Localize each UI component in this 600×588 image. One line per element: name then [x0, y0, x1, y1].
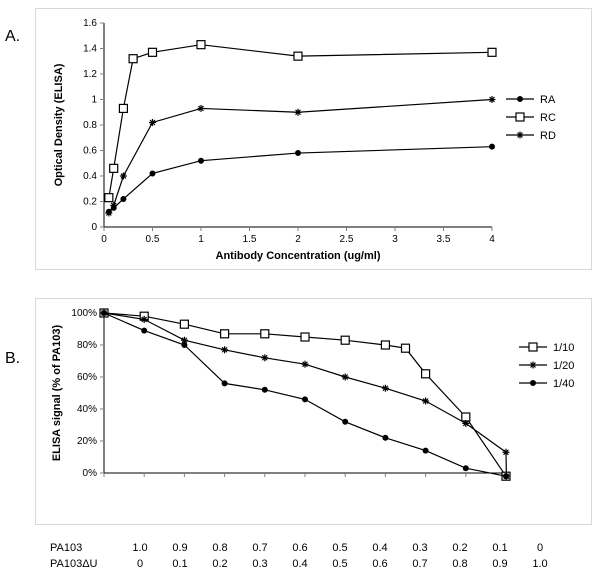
svg-text:RD: RD [540, 130, 556, 142]
svg-text:0: 0 [101, 234, 107, 245]
xrow-cell: 0.9 [480, 558, 520, 570]
svg-text:1/40: 1/40 [553, 378, 574, 390]
svg-text:2.5: 2.5 [340, 234, 354, 245]
chart-a: 0 0.2 0.4 0.6 0.8 1 1.2 1.4 1.6 0 0.5 1 1.5 2 2.5 3 3.5 4… [36, 9, 591, 269]
svg-text:0: 0 [91, 222, 97, 233]
xrow-cell: 0.2 [440, 542, 480, 554]
xrow-cell: 0.7 [240, 542, 280, 554]
xrow-chartb.row2_label: PA103ΔU00.10.20.30.40.50.60.70.80.91.0 [50, 558, 560, 570]
svg-text:1.6: 1.6 [83, 18, 97, 29]
svg-text:4: 4 [489, 234, 495, 245]
svg-text:Optical Density (ELISA): Optical Density (ELISA) [53, 63, 65, 186]
svg-text:3: 3 [392, 234, 398, 245]
chart-b: 0% 20% 40% 60% 80% 100% ELISA signal (% of PA1… [36, 299, 591, 524]
svg-text:0%: 0% [83, 468, 98, 479]
svg-text:1/10: 1/10 [553, 342, 574, 354]
svg-text:0.6: 0.6 [83, 146, 97, 157]
xrow-cell: 0.1 [480, 542, 520, 554]
svg-text:1: 1 [91, 95, 97, 106]
xrow-cell: 0.4 [360, 542, 400, 554]
svg-text:RC: RC [540, 112, 556, 124]
svg-text:1.4: 1.4 [83, 44, 97, 55]
svg-text:80%: 80% [77, 340, 97, 351]
xrow-chartb.row1_label: PA1031.00.90.80.70.60.50.40.30.20.10 [50, 542, 560, 554]
xrow-label: PA103 [50, 542, 120, 554]
xrow-cell: 1.0 [120, 542, 160, 554]
xrow-cell: 0.5 [320, 542, 360, 554]
xrow-cell: 0.3 [400, 542, 440, 554]
xrow-cell: 0.6 [280, 542, 320, 554]
svg-text:0.4: 0.4 [83, 171, 97, 182]
xrow-cell: 0.7 [400, 558, 440, 570]
xrow-cell: 0.4 [280, 558, 320, 570]
svg-text:ELISA signal (% of PA103): ELISA signal (% of PA103) [51, 325, 63, 462]
xrow-cell: 0.5 [320, 558, 360, 570]
xrow-cell: 0.8 [440, 558, 480, 570]
xrow-cell: 1.0 [520, 558, 560, 570]
svg-text:1: 1 [198, 234, 204, 245]
svg-text:0.8: 0.8 [83, 120, 97, 131]
svg-text:3.5: 3.5 [437, 234, 451, 245]
svg-text:2: 2 [295, 234, 301, 245]
page: A. 0 0.2 0.4 0.6 0.8 1 1.2 1.4 1.6 0 0.5 1 1.5 2 2.5 3 3… [0, 0, 600, 588]
svg-text:Antibody Concentration (ug/ml): Antibody Concentration (ug/ml) [216, 250, 381, 262]
xrow-label: PA103ΔU [50, 558, 120, 570]
svg-text:RA: RA [540, 94, 556, 106]
xrow-cell: 0 [120, 558, 160, 570]
svg-text:20%: 20% [77, 436, 97, 447]
chart-a-frame: 0 0.2 0.4 0.6 0.8 1 1.2 1.4 1.6 0 0.5 1 1.5 2 2.5 3 3.5 4… [35, 8, 592, 270]
xrow-cell: 0.1 [160, 558, 200, 570]
svg-text:100%: 100% [71, 308, 97, 319]
svg-text:1/20: 1/20 [553, 360, 574, 372]
xrow-cell: 0 [520, 542, 560, 554]
xrow-cell: 0.3 [240, 558, 280, 570]
svg-text:0.5: 0.5 [146, 234, 160, 245]
xrow-cell: 0.8 [200, 542, 240, 554]
chart-b-frame: 0% 20% 40% 60% 80% 100% ELISA signal (% of PA1… [35, 298, 592, 525]
svg-text:60%: 60% [77, 372, 97, 383]
panel-a-label: A. [5, 28, 20, 46]
xrow-cell: 0.2 [200, 558, 240, 570]
xrow-cell: 0.6 [360, 558, 400, 570]
svg-text:40%: 40% [77, 404, 97, 415]
xrow-cell: 0.9 [160, 542, 200, 554]
svg-text:1.5: 1.5 [243, 234, 257, 245]
panel-b-label: B. [5, 350, 20, 368]
svg-text:0.2: 0.2 [83, 197, 97, 208]
svg-text:1.2: 1.2 [83, 69, 97, 80]
